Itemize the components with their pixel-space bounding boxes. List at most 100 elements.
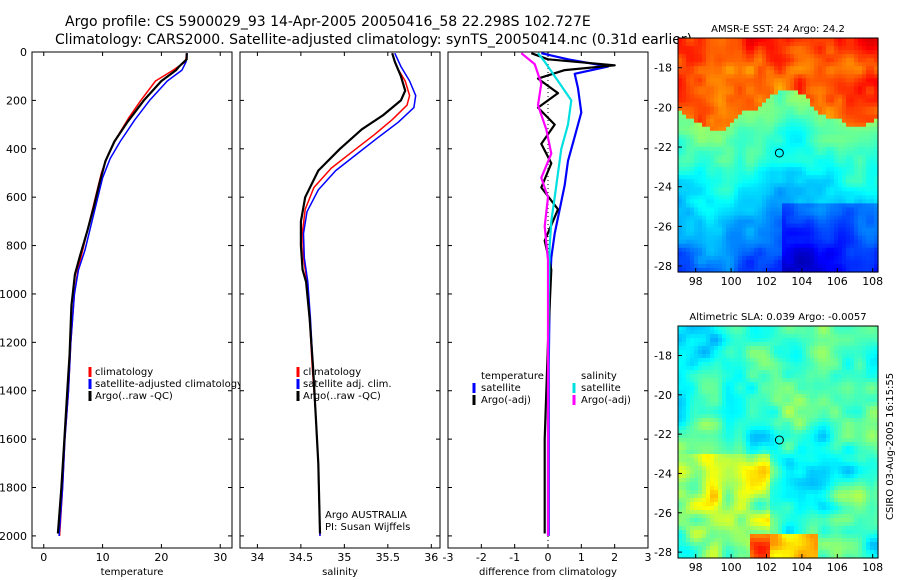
map-cell bbox=[726, 406, 731, 411]
map-cell bbox=[802, 215, 807, 221]
map-cell bbox=[790, 231, 795, 237]
map-cell bbox=[870, 58, 875, 63]
map-cell bbox=[734, 263, 739, 269]
map-cell bbox=[870, 418, 875, 423]
map-cell bbox=[702, 362, 707, 367]
map-cell bbox=[690, 70, 695, 75]
legend-title: temperature bbox=[481, 371, 544, 382]
map-cell bbox=[726, 374, 731, 379]
map-cell bbox=[718, 211, 723, 217]
map-cell bbox=[790, 110, 795, 116]
map-cell bbox=[850, 342, 855, 347]
map-cell bbox=[682, 330, 687, 335]
map-cell bbox=[858, 211, 863, 217]
map-cell bbox=[766, 378, 771, 383]
map-cell bbox=[734, 82, 739, 88]
map-cell bbox=[850, 179, 855, 184]
map-cell bbox=[730, 438, 735, 443]
map-cell bbox=[702, 251, 707, 257]
map-cell bbox=[734, 474, 739, 479]
map-cell bbox=[734, 191, 739, 196]
map-cell bbox=[810, 386, 815, 391]
map-cell bbox=[722, 410, 727, 415]
map-cell bbox=[826, 474, 831, 479]
map-cell bbox=[830, 187, 835, 192]
map-cell bbox=[838, 94, 843, 100]
map-cell bbox=[774, 247, 779, 253]
map-cell bbox=[762, 414, 767, 419]
map-cell bbox=[702, 255, 707, 261]
map-cell bbox=[694, 179, 699, 184]
map-cell bbox=[678, 126, 683, 132]
map-cell bbox=[690, 422, 695, 427]
map-cell bbox=[774, 142, 779, 148]
map-cell bbox=[746, 179, 751, 184]
map-cell bbox=[866, 70, 871, 75]
map-cell bbox=[726, 199, 731, 205]
map-cell bbox=[866, 462, 871, 467]
map-cell bbox=[706, 62, 711, 67]
map-cell bbox=[790, 163, 795, 168]
map-cell bbox=[854, 219, 859, 225]
map-cell bbox=[790, 350, 795, 355]
map-cell bbox=[778, 106, 783, 112]
map-cell bbox=[702, 446, 707, 451]
map-cell bbox=[778, 326, 783, 331]
map-cell bbox=[846, 110, 851, 116]
map-cell bbox=[778, 142, 783, 148]
map-cell bbox=[710, 38, 715, 43]
map-cell bbox=[802, 46, 807, 51]
map-cell bbox=[862, 118, 867, 124]
map-cell bbox=[702, 370, 707, 375]
map-cell bbox=[798, 342, 803, 347]
map-cell bbox=[734, 195, 739, 200]
map-cell bbox=[826, 223, 831, 229]
map-cell bbox=[702, 243, 707, 249]
map-cell bbox=[862, 130, 867, 136]
map-cell bbox=[822, 187, 827, 192]
map-cell bbox=[858, 247, 863, 253]
map-cell bbox=[806, 386, 811, 391]
map-cell bbox=[682, 126, 687, 132]
map-cell bbox=[874, 199, 879, 205]
map-cell bbox=[754, 442, 759, 447]
map-cell bbox=[814, 398, 819, 403]
map-cell bbox=[866, 334, 871, 339]
map-cell bbox=[746, 438, 751, 443]
map-cell bbox=[766, 199, 771, 205]
map-cell bbox=[762, 118, 767, 124]
map-cell bbox=[786, 175, 791, 180]
map-cell bbox=[694, 410, 699, 415]
map-cell bbox=[850, 338, 855, 343]
map-cell bbox=[802, 394, 807, 399]
map-cell bbox=[818, 54, 823, 59]
map-cell bbox=[710, 106, 715, 112]
map-cell bbox=[686, 203, 691, 209]
map-cell bbox=[874, 342, 879, 347]
map-cell bbox=[690, 215, 695, 221]
map-cell bbox=[838, 338, 843, 343]
map-cell bbox=[790, 94, 795, 100]
map-cell bbox=[866, 86, 871, 92]
map-cell bbox=[822, 390, 827, 395]
map-cell bbox=[818, 382, 823, 387]
map-cell bbox=[758, 223, 763, 229]
map-cell bbox=[722, 346, 727, 351]
map-cell bbox=[846, 470, 851, 475]
map-cell bbox=[862, 243, 867, 249]
map-cell bbox=[798, 215, 803, 221]
map-cell bbox=[814, 338, 819, 343]
map-cell bbox=[822, 207, 827, 213]
map-cell bbox=[734, 199, 739, 205]
map-cell bbox=[810, 167, 815, 172]
map-cell bbox=[870, 231, 875, 237]
map-cell bbox=[766, 390, 771, 395]
map-cell bbox=[814, 358, 819, 363]
map-cell bbox=[746, 414, 751, 419]
map-cell bbox=[778, 62, 783, 67]
map-cell bbox=[782, 58, 787, 63]
map-cell bbox=[870, 247, 875, 253]
map-cell bbox=[766, 78, 771, 83]
map-cell bbox=[850, 350, 855, 355]
map-cell bbox=[762, 354, 767, 359]
